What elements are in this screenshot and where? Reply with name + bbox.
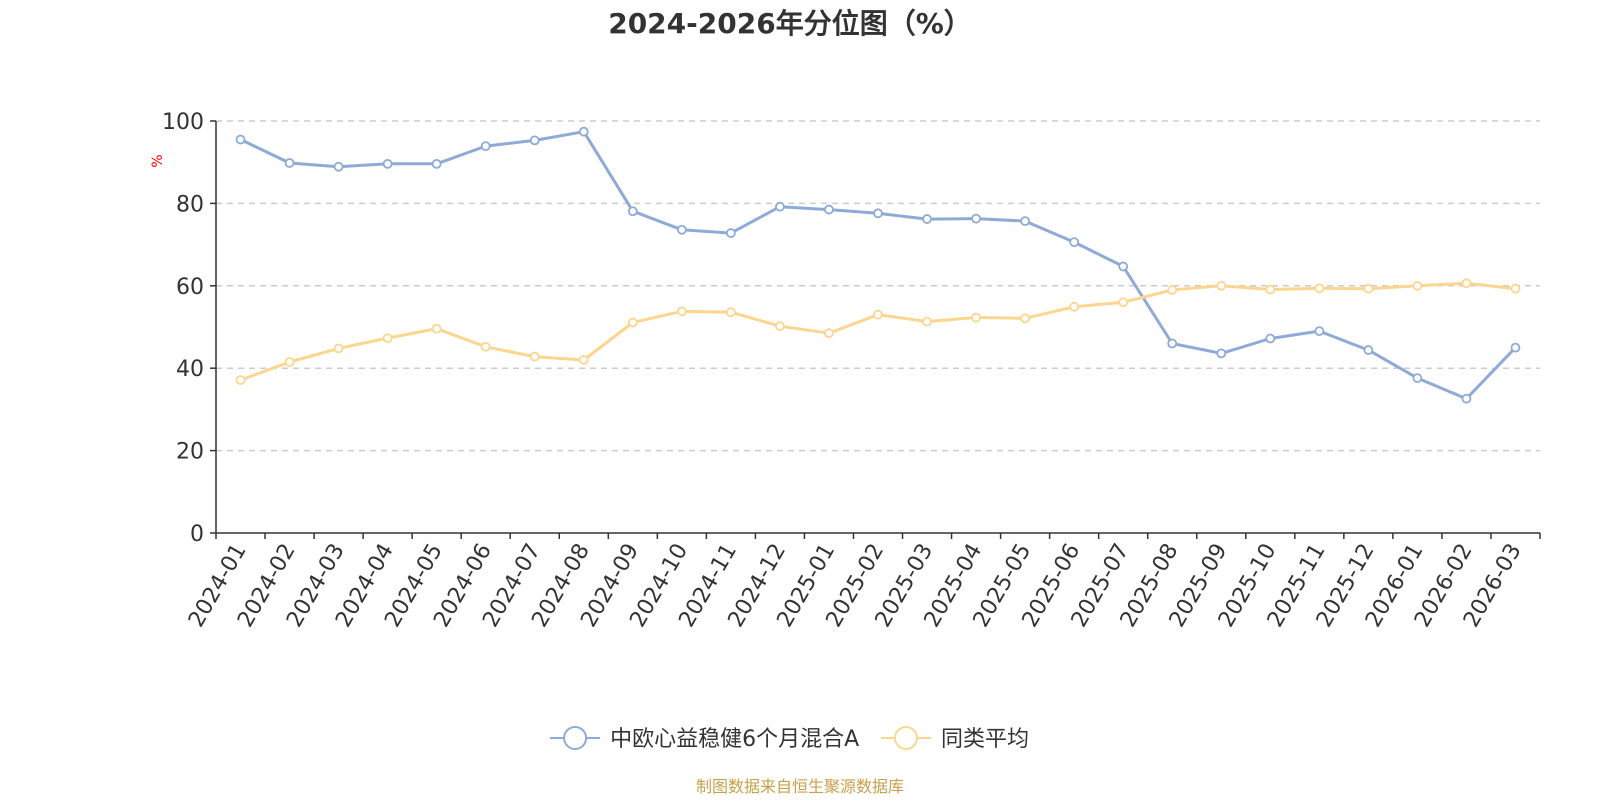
data-point[interactable] (1216, 348, 1227, 359)
data-point[interactable] (1020, 216, 1031, 227)
data-point[interactable] (1412, 280, 1423, 291)
data-point[interactable] (725, 228, 736, 238)
axes: 0204060801002024-012024-022024-032024-04… (162, 110, 1541, 632)
data-point[interactable] (1363, 345, 1374, 355)
y-tick-label: 100 (162, 110, 204, 135)
legend-item-1[interactable]: 同类平均 (880, 726, 1029, 752)
data-point[interactable] (1314, 283, 1325, 294)
data-point[interactable] (873, 208, 883, 219)
data-point[interactable] (676, 306, 687, 317)
data-point[interactable] (775, 321, 785, 332)
data-point[interactable] (627, 317, 638, 328)
data-point[interactable] (971, 312, 981, 323)
series-line-0 (239, 130, 1517, 401)
data-point[interactable] (333, 343, 344, 354)
data-point[interactable] (382, 158, 393, 169)
y-axis-label: % (150, 154, 166, 167)
data-point[interactable] (971, 213, 981, 224)
data-point[interactable] (284, 357, 295, 367)
data-point[interactable] (627, 206, 638, 217)
legend-swatch-marker (893, 726, 918, 750)
y-tick-label: 80 (176, 192, 204, 217)
data-point[interactable] (922, 316, 932, 327)
data-point[interactable] (1167, 285, 1178, 295)
data-point[interactable] (725, 307, 736, 318)
legend-item-0[interactable]: 中欧心益稳健6个月混合A (550, 726, 859, 752)
data-point[interactable] (1510, 283, 1521, 294)
y-tick-label: 40 (176, 357, 204, 382)
data-point[interactable] (1510, 342, 1521, 353)
data-point[interactable] (1118, 297, 1129, 308)
data-point[interactable] (922, 214, 932, 224)
data-point[interactable] (1118, 261, 1129, 272)
source-note: 制图数据来自恒生聚源数据库 (696, 777, 904, 796)
data-point[interactable] (1363, 283, 1374, 294)
data-point[interactable] (431, 158, 442, 169)
y-tick-label: 20 (176, 440, 204, 465)
data-point[interactable] (824, 204, 834, 215)
data-point[interactable] (529, 351, 540, 362)
data-point[interactable] (578, 355, 589, 365)
data-point[interactable] (1069, 237, 1080, 248)
data-point[interactable] (1216, 280, 1227, 291)
data-point[interactable] (480, 341, 491, 352)
legend-label: 中欧心益稳健6个月混合A (610, 727, 859, 752)
grid-lines (216, 120, 1540, 452)
legend[interactable]: 中欧心益稳健6个月混合A 同类平均 (550, 726, 1029, 752)
data-point[interactable] (480, 141, 491, 152)
data-point[interactable] (1461, 278, 1472, 289)
data-point[interactable] (431, 323, 442, 334)
data-point[interactable] (775, 201, 785, 212)
data-point[interactable] (824, 328, 834, 339)
series-lines (235, 126, 1521, 404)
data-point[interactable] (676, 224, 687, 235)
legend-label: 同类平均 (941, 727, 1029, 752)
data-point[interactable] (578, 126, 589, 137)
data-point[interactable] (1020, 313, 1031, 324)
data-point[interactable] (235, 134, 246, 145)
y-tick-label: 0 (190, 522, 204, 547)
data-point[interactable] (333, 161, 344, 172)
data-point[interactable] (1265, 333, 1276, 344)
data-point[interactable] (1412, 373, 1423, 383)
data-point[interactable] (873, 309, 883, 320)
data-point[interactable] (284, 158, 295, 168)
data-point[interactable] (1314, 326, 1325, 337)
data-point[interactable] (1167, 338, 1178, 349)
data-point[interactable] (235, 375, 246, 386)
chart-title: 2024-2026年分位图（%） (608, 7, 972, 40)
y-tick-label: 60 (176, 275, 204, 300)
data-point[interactable] (1069, 301, 1080, 312)
data-point[interactable] (382, 333, 393, 344)
data-point[interactable] (529, 135, 540, 146)
data-point[interactable] (1461, 393, 1472, 404)
legend-swatch-marker (563, 726, 588, 750)
data-point[interactable] (1265, 284, 1276, 295)
